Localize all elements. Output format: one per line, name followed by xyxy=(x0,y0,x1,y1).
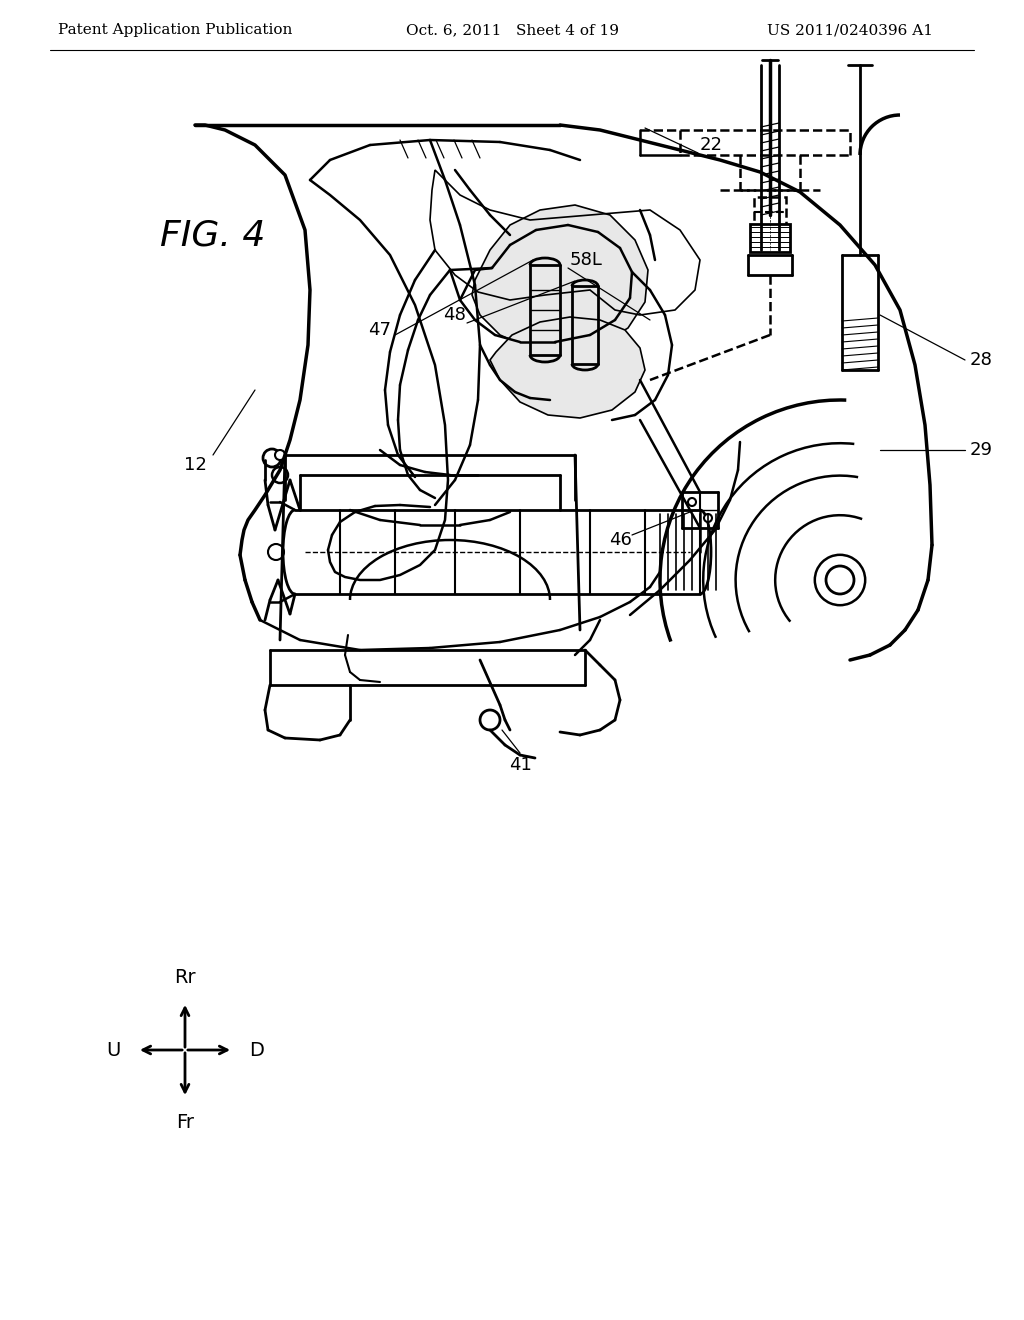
Polygon shape xyxy=(490,317,645,418)
Text: Patent Application Publication: Patent Application Publication xyxy=(57,22,292,37)
Bar xyxy=(754,197,786,224)
Text: Fr: Fr xyxy=(176,1113,194,1133)
Circle shape xyxy=(688,498,696,506)
Text: 48: 48 xyxy=(443,306,467,323)
Circle shape xyxy=(480,710,500,730)
Text: 41: 41 xyxy=(509,756,531,774)
Circle shape xyxy=(705,513,712,521)
Polygon shape xyxy=(472,205,648,352)
Text: U: U xyxy=(106,1040,121,1060)
Text: 58L: 58L xyxy=(570,251,603,269)
Text: US 2011/0240396 A1: US 2011/0240396 A1 xyxy=(767,22,933,37)
Circle shape xyxy=(268,544,284,560)
Text: Rr: Rr xyxy=(174,968,196,987)
Circle shape xyxy=(275,450,285,459)
Text: FIG. 4: FIG. 4 xyxy=(160,218,265,252)
Text: 22: 22 xyxy=(700,136,723,154)
Circle shape xyxy=(263,449,281,467)
Text: 28: 28 xyxy=(970,351,993,370)
Circle shape xyxy=(272,467,288,483)
Text: Oct. 6, 2011   Sheet 4 of 19: Oct. 6, 2011 Sheet 4 of 19 xyxy=(406,22,618,37)
Text: 29: 29 xyxy=(970,441,993,459)
Text: 46: 46 xyxy=(608,531,632,549)
Text: D: D xyxy=(249,1040,264,1060)
Text: 12: 12 xyxy=(183,455,207,474)
Text: 47: 47 xyxy=(369,321,391,339)
Bar xyxy=(750,224,790,252)
